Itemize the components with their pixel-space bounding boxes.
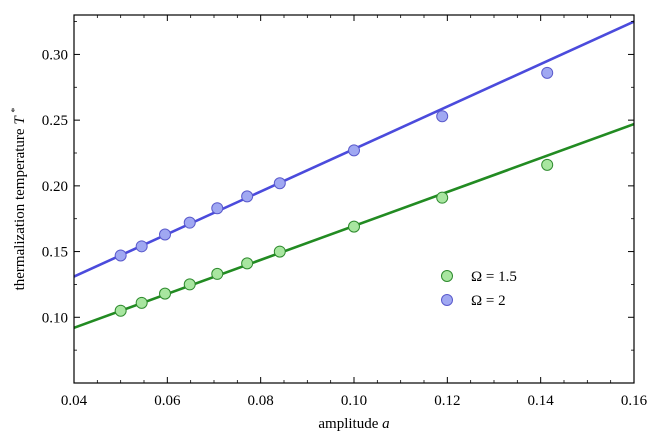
data-point-omega-1-5	[436, 191, 449, 204]
data-point-omega-1-5	[541, 158, 554, 171]
y-axis-label: thermalization temperature T *	[10, 108, 28, 291]
x-tick-label: 0.04	[61, 393, 88, 409]
x-tick-label: 0.10	[341, 393, 367, 409]
x-axis-label-text: amplitude	[318, 416, 378, 432]
data-point-omega-1-5	[348, 220, 360, 233]
data-point-omega-2	[135, 240, 148, 253]
data-point-omega-1-5	[273, 245, 286, 258]
data-point-omega-2	[436, 110, 449, 123]
data-point-omega-1-5	[114, 304, 127, 317]
data-point-omega-2	[211, 202, 224, 215]
data-point-omega-2	[241, 190, 254, 203]
data-markers	[114, 66, 554, 317]
data-point-omega-2	[273, 177, 286, 190]
y-tick-label: 0.20	[42, 179, 68, 195]
legend-marker-omega-2	[441, 294, 453, 306]
data-point-omega-2	[541, 66, 554, 79]
x-tick-label: 0.14	[528, 393, 555, 409]
legend-label-omega-1-5: Ω = 1.5	[471, 269, 517, 285]
y-tick-label: 0.10	[42, 310, 68, 326]
data-point-omega-2	[348, 144, 360, 157]
x-axis-label: amplitude a	[318, 416, 389, 432]
fit-lines	[73, 20, 635, 330]
data-point-omega-2	[183, 216, 196, 229]
x-tick-label: 0.16	[621, 393, 648, 409]
x-tick-label: 0.06	[154, 393, 181, 409]
data-point-omega-1-5	[159, 287, 171, 300]
x-tick-label: 0.12	[434, 393, 460, 409]
legend-label-omega-2: Ω = 2	[471, 293, 506, 309]
data-point-omega-1-5	[241, 257, 254, 270]
y-tick-label: 0.25	[42, 113, 68, 129]
data-point-omega-1-5	[211, 267, 224, 280]
x-tick-label: 0.08	[248, 393, 274, 409]
y-tick-label: 0.15	[42, 245, 68, 261]
axis-ticks: 0.04 0.06 0.08 0.10 0.12 0.14 0.16 0.10 0.15 0.20…	[42, 15, 648, 409]
y-tick-label: 0.30	[42, 47, 68, 63]
y-axis-label-sup: *	[10, 108, 21, 113]
legend-marker-omega-1-5	[441, 270, 453, 282]
data-point-omega-2	[114, 249, 127, 262]
data-point-omega-1-5	[135, 296, 148, 309]
x-axis-label-var: a	[382, 416, 390, 432]
y-axis-label-text: thermalization temperature	[12, 128, 28, 290]
plot-frame	[73, 14, 635, 384]
y-axis-label-var: T	[12, 115, 28, 125]
data-point-omega-2	[159, 228, 171, 241]
legend: Ω = 1.5 Ω = 2	[441, 269, 517, 309]
data-point-omega-1-5	[183, 278, 196, 291]
